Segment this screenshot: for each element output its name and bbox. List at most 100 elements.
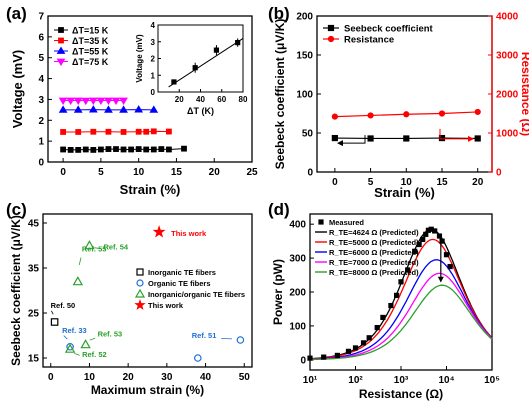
legend-label: Inorganic/organic TE fibers <box>148 290 245 299</box>
point-label-arrow <box>94 247 101 250</box>
measured-point <box>334 352 340 359</box>
data-point-3 <box>81 97 91 106</box>
data-point-3 <box>73 97 83 105</box>
y-tick-label: 3 <box>38 95 44 106</box>
scatter-point <box>152 225 166 238</box>
x-tick-label: 40 <box>200 372 212 383</box>
data-point-2 <box>104 105 113 113</box>
data-point-1 <box>60 129 67 135</box>
legend-label: Inorganic TE fibers <box>148 268 216 277</box>
data-point-3 <box>88 97 98 105</box>
data-point-0 <box>403 135 410 142</box>
point-label: Ref. 51 <box>192 331 217 340</box>
x-axis-label: Strain (%) <box>374 185 435 200</box>
inset-y-tick-label: 0 <box>151 88 156 97</box>
y-tick-label: 300 <box>289 254 306 265</box>
predicted-curve-3 <box>310 272 493 360</box>
point-label-arrow <box>51 310 54 315</box>
inset-y-tick-label: 2 <box>151 55 156 64</box>
inset-y-axis-label: Voltage (mV) <box>135 34 144 83</box>
right-axis-arrow <box>439 128 470 140</box>
data-point-2 <box>149 105 159 113</box>
x-tick-label: 50 <box>239 372 251 383</box>
y-tick-label: 200 <box>296 12 313 23</box>
x-tick-label: 20 <box>123 372 135 383</box>
point-label: Ref. 54 <box>103 243 128 252</box>
y-tick-label: 1 <box>38 137 44 148</box>
data-point-0 <box>105 146 112 152</box>
data-point-0 <box>165 146 172 153</box>
point-label: Ref. 53 <box>98 330 123 339</box>
measured-point <box>374 325 380 331</box>
data-point-2 <box>73 105 83 113</box>
scatter-point <box>84 240 95 250</box>
point-label: This work <box>171 229 207 238</box>
y-tick-label: 2 <box>38 116 44 127</box>
scatter-point <box>80 339 91 349</box>
y-axis-label: Power (pW) <box>271 259 285 325</box>
data-point-1 <box>165 128 172 135</box>
x-tick-label: 15 <box>171 167 183 178</box>
measured-point <box>307 355 313 361</box>
y-tick-label: 45 <box>28 219 40 230</box>
legend-label: Organic TE fibers <box>148 279 211 288</box>
data-point-2 <box>88 105 98 113</box>
y-tick-label: 0 <box>300 355 306 366</box>
y-tick-label: 5 <box>38 53 44 64</box>
x-tick-label: 0 <box>332 177 338 188</box>
x-tick-label: 30 <box>161 372 173 383</box>
measured-point <box>420 236 426 243</box>
legend-marker <box>136 268 144 276</box>
point-label: Ref. 52 <box>82 350 107 359</box>
point-label: Ref. 33 <box>62 326 87 335</box>
legend-marker <box>58 37 64 44</box>
legend-label: R_TE=5000 Ω (Predicted) <box>329 238 419 247</box>
y-tick-label: 150 <box>296 51 313 62</box>
data-point-0 <box>67 147 74 153</box>
measured-point <box>345 348 352 354</box>
measured-point <box>352 345 359 351</box>
predicted-curve-4 <box>309 284 493 361</box>
y-axis-label: Seebeck coefficient (μV/K) <box>9 215 23 366</box>
x-axis-label: Resistance (Ω) <box>359 387 443 401</box>
inset-x-tick-label: 40 <box>196 95 205 104</box>
legend-label: Seebeck coefficient <box>344 24 434 35</box>
y-tick-label: 25 <box>28 309 40 320</box>
left-axis-arrow <box>341 135 366 144</box>
measured-point <box>412 248 418 254</box>
x-tick-label: 0 <box>60 167 66 178</box>
data-point-1 <box>150 128 157 135</box>
y-tick-label: 7 <box>38 12 44 23</box>
y-tick-label: 35 <box>28 264 40 275</box>
data-point-0 <box>150 146 157 153</box>
legend-label: ΔT=75 K <box>72 57 109 67</box>
data-point-0 <box>143 146 150 153</box>
legend-marker <box>327 24 335 32</box>
data-point-1 <box>474 108 481 116</box>
panel-label-a: (a) <box>6 4 27 23</box>
x-tick-label: 10 <box>84 372 96 383</box>
legend-label: R_TE=7000 Ω (Predicted) <box>329 258 419 267</box>
data-point-2 <box>119 105 128 113</box>
y-tick-label: 50 <box>302 129 314 140</box>
legend-label: Resistance <box>344 35 394 46</box>
legend-marker <box>318 219 324 225</box>
data-point-0 <box>60 146 67 153</box>
point-label-arrow <box>78 257 82 266</box>
data-point-1 <box>438 110 446 117</box>
legend-label: R_TE=4624 Ω (Predicted) <box>329 228 419 237</box>
y-tick-label: 3000 <box>496 51 519 62</box>
left-axis-arrowhead <box>337 140 343 147</box>
data-point-2 <box>134 105 144 113</box>
measured-point <box>443 252 450 258</box>
y-tick-label: 2000 <box>496 90 519 101</box>
y-tick-label: 0 <box>38 158 44 169</box>
measured-point <box>360 340 367 346</box>
scatter-point <box>72 276 84 286</box>
y-tick-label: 4 <box>38 74 44 85</box>
predicted-curve-1 <box>309 238 493 360</box>
y-tick-label: 100 <box>289 321 306 332</box>
y-axis-label: Voltage (mV) <box>10 50 25 129</box>
measured-point <box>380 314 386 321</box>
